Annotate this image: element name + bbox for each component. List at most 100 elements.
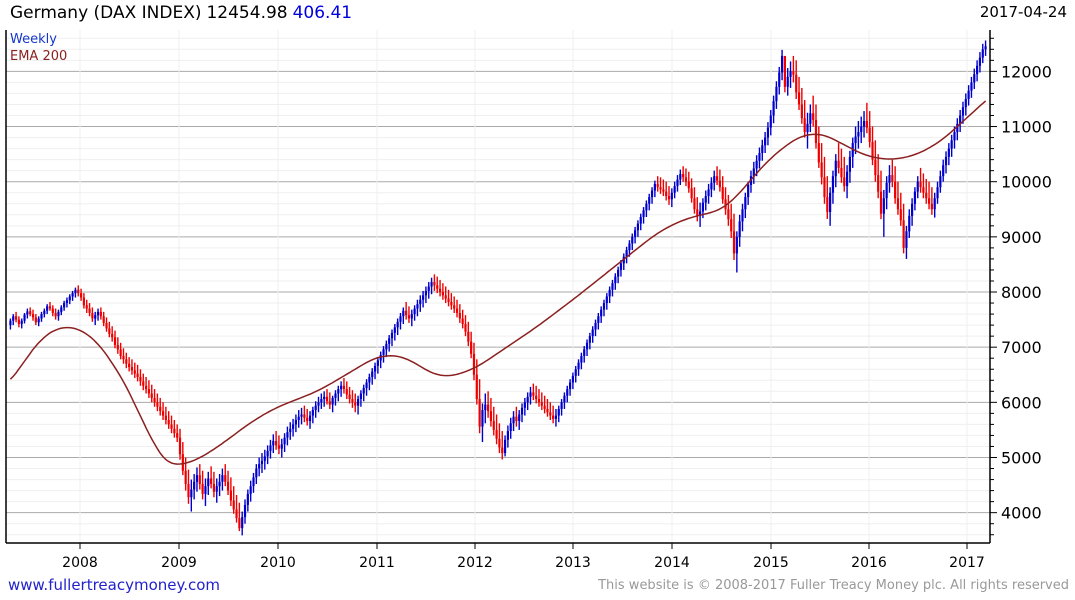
candle-body xyxy=(713,176,716,183)
candle-body xyxy=(721,187,724,200)
page-title: Germany (DAX INDEX) 12454.98 406.41 xyxy=(10,2,352,24)
candle-body xyxy=(789,71,792,77)
candle-body xyxy=(9,320,12,326)
candle-body xyxy=(161,411,165,416)
candle-body xyxy=(879,191,883,214)
candle-body xyxy=(953,132,956,141)
candle-body xyxy=(625,250,628,257)
candle-body xyxy=(769,115,772,128)
candle-body xyxy=(631,236,634,244)
candle-body xyxy=(306,417,309,422)
candle-body xyxy=(512,416,515,424)
candle-body xyxy=(919,181,922,188)
candle-body xyxy=(605,296,608,304)
candle-body xyxy=(619,263,623,270)
candle-body xyxy=(334,393,337,398)
candle-body xyxy=(376,360,379,366)
candle-body xyxy=(535,395,538,400)
candle-body xyxy=(602,303,606,310)
y-axis-label: 9000 xyxy=(1001,228,1042,247)
y-axis-label: 4000 xyxy=(1001,504,1042,523)
candle-body xyxy=(111,333,114,338)
candle-body xyxy=(554,415,558,419)
candle-body xyxy=(580,356,583,363)
candle-body xyxy=(484,404,487,411)
candle-body xyxy=(46,306,49,311)
x-axis-label: 2010 xyxy=(260,555,296,571)
x-axis-label: 2015 xyxy=(753,555,789,571)
candle-body xyxy=(150,393,153,398)
candle-body xyxy=(14,316,18,320)
candle-body xyxy=(178,437,182,455)
candle-body xyxy=(704,196,707,203)
candle-body xyxy=(910,203,914,216)
candle-body xyxy=(959,115,962,124)
candle-body xyxy=(611,283,614,290)
candle-body xyxy=(495,429,498,439)
candle-body xyxy=(433,282,436,286)
candle-body xyxy=(597,316,600,323)
candle-body xyxy=(481,410,484,427)
candle-body xyxy=(585,342,589,350)
candle-body xyxy=(540,402,543,406)
candle-body xyxy=(896,198,900,210)
candle-body xyxy=(410,314,413,319)
candle-body xyxy=(639,216,642,224)
candle-body xyxy=(684,177,688,182)
candle-body xyxy=(489,411,493,422)
candle-body xyxy=(407,315,411,319)
candle-body xyxy=(308,415,312,422)
chart-header: Germany (DAX INDEX) 12454.98 406.41 2017-0… xyxy=(0,0,1075,28)
candle-body xyxy=(472,353,476,375)
candle-body xyxy=(260,460,264,465)
candle-body xyxy=(365,382,368,388)
candle-body xyxy=(829,192,832,213)
y-axis-label: 6000 xyxy=(1001,393,1042,412)
candle-body xyxy=(198,475,201,484)
candle-body xyxy=(882,198,885,214)
candle-body xyxy=(984,46,987,50)
candle-body xyxy=(752,168,755,177)
candle-body xyxy=(252,477,255,487)
candle-body xyxy=(51,308,54,313)
candle-body xyxy=(947,148,950,157)
candle-body xyxy=(698,211,702,216)
candle-body xyxy=(385,343,388,350)
y-axis-label: 11000 xyxy=(1001,118,1052,137)
candle-body xyxy=(715,176,719,181)
candle-body xyxy=(303,414,306,418)
candle-body xyxy=(85,305,88,309)
candle-body xyxy=(342,385,346,390)
candle-body xyxy=(925,192,928,199)
candle-body xyxy=(297,416,300,420)
candle-body xyxy=(351,399,354,403)
candle-body xyxy=(40,314,43,319)
price-chart[interactable]: 2008 2009 2010 2011 2012 2013 2014 2015 2016 2017… xyxy=(0,28,1075,573)
candle-body xyxy=(133,370,136,374)
candle-body xyxy=(170,424,173,429)
x-axis-label: 2014 xyxy=(654,555,690,571)
candle-body xyxy=(187,483,190,498)
candle-body xyxy=(653,183,656,191)
candle-body xyxy=(82,297,86,306)
candle-body xyxy=(738,221,741,237)
candle-body xyxy=(939,176,942,188)
candle-body xyxy=(549,412,552,416)
chart-canvas[interactable]: 2008 2009 2010 2011 2012 2013 2014 2015 2016 2017… xyxy=(0,28,1075,573)
candle-body xyxy=(43,310,46,315)
candle-body xyxy=(509,423,512,432)
candle-body xyxy=(492,421,495,430)
candle-body xyxy=(478,399,481,427)
site-url-link[interactable]: www.fullertreacymoney.com xyxy=(8,576,221,594)
candle-body xyxy=(23,314,26,321)
candle-body xyxy=(458,312,461,319)
candle-body xyxy=(766,127,770,138)
candle-body xyxy=(755,160,758,169)
ema-200-line xyxy=(9,100,987,465)
candle-body xyxy=(826,197,829,213)
candle-body xyxy=(450,301,453,306)
candle-body xyxy=(848,156,852,172)
x-axis-label: 2008 xyxy=(62,555,98,571)
candle-body xyxy=(633,230,637,237)
candle-body xyxy=(212,483,216,492)
